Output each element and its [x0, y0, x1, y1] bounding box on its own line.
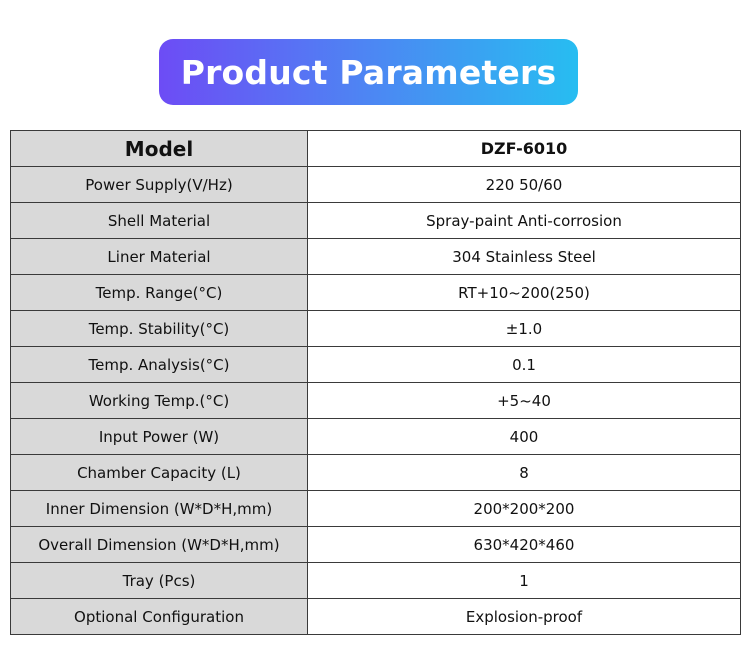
row-label-cell: Working Temp.(°C)	[10, 382, 308, 419]
row-value-cell: 1	[307, 562, 741, 599]
row-value-cell: Explosion-proof	[307, 598, 741, 635]
row-label-cell: Chamber Capacity (L)	[10, 454, 308, 491]
row-value-cell: 200*200*200	[307, 490, 741, 527]
row-value-cell: ±1.0	[307, 310, 741, 347]
parameters-table: Model DZF-6010 Power Supply(V/Hz) 220 50…	[10, 130, 741, 635]
table-row: Shell Material Spray-paint Anti-corrosio…	[10, 202, 741, 239]
table-row: Temp. Analysis(°C) 0.1	[10, 346, 741, 383]
table-row: Overall Dimension (W*D*H,mm) 630*420*460	[10, 526, 741, 563]
row-value-cell: 304 Stainless Steel	[307, 238, 741, 275]
row-label-cell: Liner Material	[10, 238, 308, 275]
table-row: Working Temp.(°C) +5~40	[10, 382, 741, 419]
page-title: Product Parameters	[180, 52, 557, 92]
row-label-cell: Overall Dimension (W*D*H,mm)	[10, 526, 308, 563]
row-label-cell: Optional Configuration	[10, 598, 308, 635]
table-row: Inner Dimension (W*D*H,mm) 200*200*200	[10, 490, 741, 527]
table-row: Liner Material 304 Stainless Steel	[10, 238, 741, 275]
table-row: Chamber Capacity (L) 8	[10, 454, 741, 491]
table-header-row: Model DZF-6010	[10, 130, 741, 167]
table-row: Temp. Range(°C) RT+10~200(250)	[10, 274, 741, 311]
header-value-cell: DZF-6010	[307, 130, 741, 167]
row-label-cell: Inner Dimension (W*D*H,mm)	[10, 490, 308, 527]
row-value-cell: RT+10~200(250)	[307, 274, 741, 311]
row-value-cell: 630*420*460	[307, 526, 741, 563]
row-label-cell: Tray (Pcs)	[10, 562, 308, 599]
row-label-cell: Temp. Stability(°C)	[10, 310, 308, 347]
row-label-cell: Power Supply(V/Hz)	[10, 166, 308, 203]
row-value-cell: Spray-paint Anti-corrosion	[307, 202, 741, 239]
table-row: Temp. Stability(°C) ±1.0	[10, 310, 741, 347]
table-row: Input Power (W) 400	[10, 418, 741, 455]
table-row: Power Supply(V/Hz) 220 50/60	[10, 166, 741, 203]
row-value-cell: 8	[307, 454, 741, 491]
row-value-cell: 0.1	[307, 346, 741, 383]
table-row: Optional Configuration Explosion-proof	[10, 598, 741, 635]
row-value-cell: +5~40	[307, 382, 741, 419]
title-banner: Product Parameters	[159, 39, 578, 105]
row-label-cell: Input Power (W)	[10, 418, 308, 455]
row-value-cell: 220 50/60	[307, 166, 741, 203]
row-label-cell: Temp. Range(°C)	[10, 274, 308, 311]
row-label-cell: Temp. Analysis(°C)	[10, 346, 308, 383]
row-label-cell: Shell Material	[10, 202, 308, 239]
row-value-cell: 400	[307, 418, 741, 455]
header-label-cell: Model	[10, 130, 308, 167]
table-row: Tray (Pcs) 1	[10, 562, 741, 599]
